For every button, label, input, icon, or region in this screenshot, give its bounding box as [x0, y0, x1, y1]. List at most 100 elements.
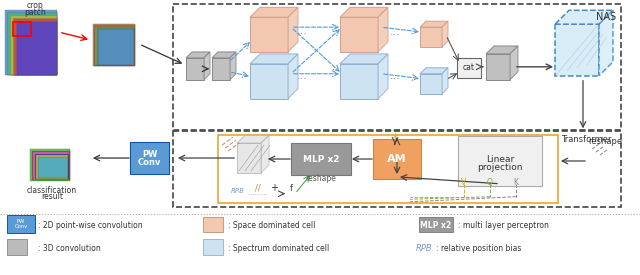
- Polygon shape: [420, 21, 448, 27]
- Text: patch: patch: [24, 8, 46, 17]
- Text: Q: Q: [487, 178, 493, 187]
- Polygon shape: [237, 135, 269, 143]
- Polygon shape: [486, 46, 518, 54]
- Polygon shape: [340, 64, 378, 98]
- FancyBboxPatch shape: [373, 139, 421, 179]
- Polygon shape: [599, 10, 613, 76]
- Bar: [6, 12, 57, 75]
- Polygon shape: [250, 64, 288, 98]
- Polygon shape: [340, 17, 378, 52]
- Bar: [95, 27, 134, 65]
- Polygon shape: [378, 7, 388, 52]
- Text: cat: cat: [463, 63, 475, 72]
- Bar: [8, 13, 57, 75]
- FancyBboxPatch shape: [457, 58, 481, 78]
- Text: f: f: [289, 184, 292, 193]
- Bar: [98, 29, 134, 65]
- Text: : 3D convolution: : 3D convolution: [38, 244, 100, 253]
- Polygon shape: [186, 52, 210, 58]
- Polygon shape: [340, 54, 388, 64]
- Bar: [94, 25, 134, 65]
- Polygon shape: [250, 7, 298, 17]
- Bar: [31, 151, 70, 180]
- Polygon shape: [378, 54, 388, 98]
- Text: reshape: reshape: [588, 137, 622, 146]
- Text: +: +: [270, 183, 278, 193]
- Bar: [14, 19, 57, 75]
- Polygon shape: [230, 52, 236, 80]
- Bar: [36, 155, 68, 179]
- Bar: [35, 153, 68, 179]
- Bar: [13, 18, 57, 75]
- Bar: [30, 149, 70, 181]
- Bar: [11, 16, 57, 75]
- Bar: [97, 28, 134, 65]
- Polygon shape: [186, 58, 204, 80]
- Bar: [15, 21, 57, 75]
- Text: result: result: [41, 192, 63, 201]
- Polygon shape: [510, 46, 518, 80]
- Text: Conv: Conv: [138, 158, 161, 167]
- Text: RPB: RPB: [416, 244, 432, 253]
- Polygon shape: [237, 143, 261, 173]
- FancyBboxPatch shape: [291, 143, 351, 175]
- Polygon shape: [204, 52, 210, 80]
- Text: *: *: [392, 132, 399, 146]
- Text: MLP x2: MLP x2: [420, 221, 452, 230]
- Text: : Space dominated cell: : Space dominated cell: [228, 221, 316, 230]
- Bar: [13, 22, 31, 36]
- FancyBboxPatch shape: [203, 216, 223, 232]
- Text: //: //: [255, 184, 261, 193]
- Text: ...: ...: [390, 27, 401, 37]
- Bar: [5, 10, 57, 75]
- Polygon shape: [261, 135, 269, 173]
- Text: MLP x2: MLP x2: [303, 155, 339, 164]
- FancyBboxPatch shape: [7, 214, 35, 233]
- Polygon shape: [288, 7, 298, 52]
- Polygon shape: [212, 52, 236, 58]
- Text: PW: PW: [142, 150, 157, 159]
- Text: ...: ...: [296, 26, 307, 36]
- Text: NAS: NAS: [596, 12, 616, 22]
- Bar: [93, 24, 135, 66]
- Polygon shape: [250, 54, 298, 64]
- Text: Linear: Linear: [486, 155, 514, 164]
- FancyBboxPatch shape: [7, 239, 27, 255]
- Text: V: V: [461, 178, 467, 187]
- FancyBboxPatch shape: [130, 142, 169, 174]
- Text: ...: ...: [296, 71, 307, 81]
- Text: : relative position bias: : relative position bias: [436, 244, 522, 253]
- Polygon shape: [555, 10, 613, 24]
- Polygon shape: [555, 24, 599, 76]
- Polygon shape: [420, 68, 448, 74]
- FancyBboxPatch shape: [203, 239, 223, 255]
- Polygon shape: [212, 58, 230, 80]
- Polygon shape: [340, 7, 388, 17]
- Text: AM: AM: [387, 154, 407, 164]
- Bar: [10, 15, 57, 75]
- Text: RPB: RPB: [231, 188, 245, 194]
- Polygon shape: [250, 17, 288, 52]
- Polygon shape: [420, 74, 442, 94]
- Polygon shape: [442, 68, 448, 94]
- Bar: [33, 152, 69, 180]
- Text: PW
Conv: PW Conv: [14, 219, 28, 229]
- Polygon shape: [420, 27, 442, 47]
- Text: projection: projection: [477, 163, 523, 172]
- Bar: [17, 22, 57, 75]
- Text: : multi layer perceptron: : multi layer perceptron: [458, 221, 549, 230]
- Polygon shape: [288, 54, 298, 98]
- Text: reshape: reshape: [305, 174, 337, 183]
- Text: K: K: [513, 178, 518, 187]
- Text: Transformer: Transformer: [561, 135, 612, 144]
- Text: : 2D point-wise convolution: : 2D point-wise convolution: [38, 221, 143, 230]
- FancyBboxPatch shape: [458, 136, 542, 186]
- FancyBboxPatch shape: [419, 216, 453, 232]
- Bar: [38, 156, 67, 178]
- Text: : Spectrum dominated cell: : Spectrum dominated cell: [228, 244, 329, 253]
- Text: crop: crop: [27, 1, 44, 10]
- Text: classification: classification: [27, 186, 77, 195]
- Text: ...: ...: [390, 71, 401, 81]
- Polygon shape: [442, 21, 448, 47]
- Polygon shape: [486, 54, 510, 80]
